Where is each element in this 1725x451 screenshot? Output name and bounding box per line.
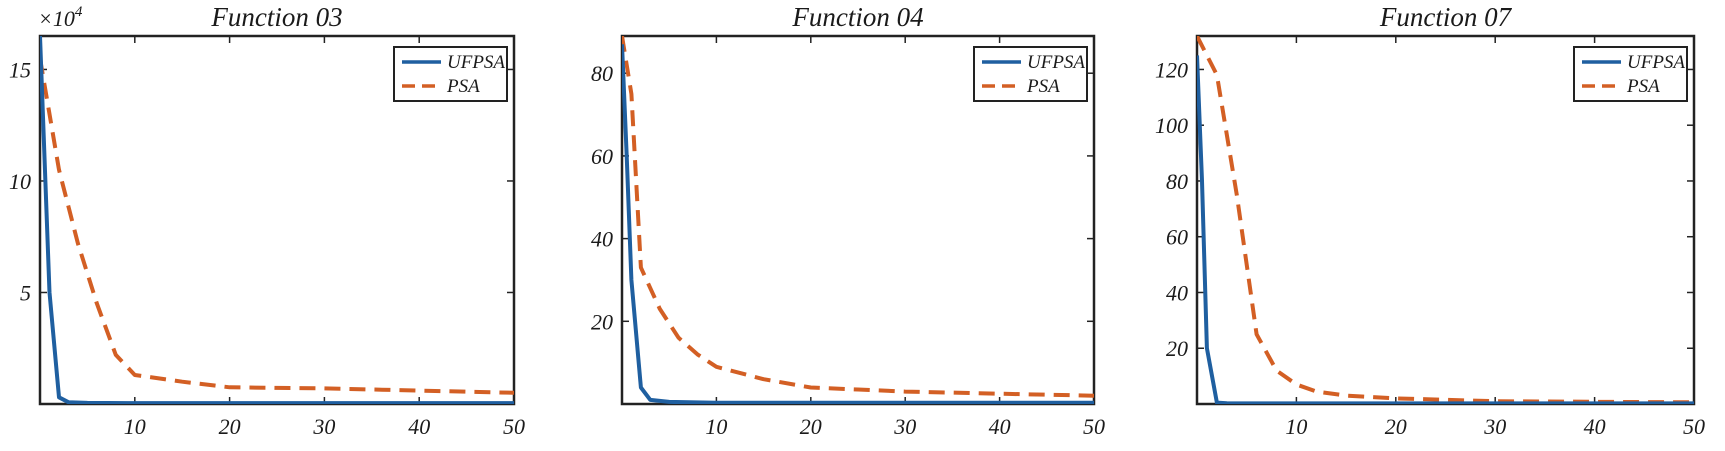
x-tick-label: 50: [503, 414, 525, 439]
y-tick-label: 60: [1166, 225, 1188, 250]
y-multiplier-exponent: 4: [75, 4, 83, 20]
legend-label-ufpsa: UFPSA: [1027, 52, 1085, 73]
chart-panel-0: 10 20 30 40 50 5 10 15 Function 03 ×104 UFPSA PSA: [9, 2, 525, 439]
y-tick-label: 20: [591, 309, 613, 334]
y-tick-label: 40: [591, 227, 613, 252]
x-tick-label: 30: [893, 414, 916, 439]
x-tick-label: 50: [1083, 414, 1105, 439]
y-tick-label: 40: [1166, 280, 1188, 305]
legend-label-ufpsa: UFPSA: [1627, 52, 1685, 73]
y-tick-label: 80: [1166, 169, 1188, 194]
legend-box: [973, 46, 1088, 102]
x-tick-label: 40: [1584, 414, 1606, 439]
series-line-psa: [622, 36, 1094, 398]
chart-title: Function 03: [210, 2, 342, 32]
legend-box: [393, 46, 508, 102]
chart-panel-2: 10 20 30 40 50 20 40 60 80 100 120 Function 07 UFPSA…: [1155, 2, 1705, 439]
legend-label-psa: PSA: [446, 76, 480, 97]
x-tick-label: 50: [1683, 414, 1705, 439]
chart-title: Function 04: [791, 2, 923, 32]
legend: UFPSA PSA: [1573, 46, 1688, 102]
series-line-psa: [1197, 36, 1694, 404]
legend-label-ufpsa: UFPSA: [447, 52, 505, 73]
series-line-psa: [40, 57, 514, 395]
legend: UFPSA PSA: [973, 46, 1088, 102]
y-tick-label: 20: [1166, 336, 1188, 361]
chart-panel-1: 10 20 30 40 50 20 40 60 80 Function 04 UFPSA PSA: [591, 2, 1105, 439]
x-tick-label: 10: [124, 414, 146, 439]
x-tick-label: 40: [408, 414, 430, 439]
x-tick-label: 10: [705, 414, 727, 439]
y-tick-label: 5: [20, 280, 31, 305]
x-tick-label: 30: [1483, 414, 1506, 439]
legend: UFPSA PSA: [393, 46, 508, 102]
y-tick-label: 60: [591, 144, 613, 169]
x-tick-label: 20: [800, 414, 822, 439]
legend-label-psa: PSA: [1626, 76, 1660, 97]
series-line-ufpsa: [622, 44, 1094, 404]
y-multiplier-base: ×10: [38, 6, 75, 31]
x-tick-label: 40: [989, 414, 1011, 439]
series-line-ufpsa: [40, 36, 514, 404]
y-tick-label: 15: [9, 57, 31, 82]
y-multiplier-label: ×104: [38, 4, 83, 31]
y-tick-label: 10: [9, 169, 31, 194]
legend-label-psa: PSA: [1026, 76, 1060, 97]
y-tick-label: 80: [591, 61, 613, 86]
y-tick-label: 120: [1155, 57, 1188, 82]
x-tick-label: 20: [219, 414, 241, 439]
series-line-ufpsa: [1197, 55, 1694, 404]
y-tick-label: 100: [1155, 113, 1188, 138]
x-tick-label: 30: [312, 414, 335, 439]
chart-title: Function 07: [1379, 2, 1513, 32]
x-tick-label: 20: [1385, 414, 1407, 439]
x-tick-label: 10: [1285, 414, 1307, 439]
legend-box: [1573, 46, 1688, 102]
